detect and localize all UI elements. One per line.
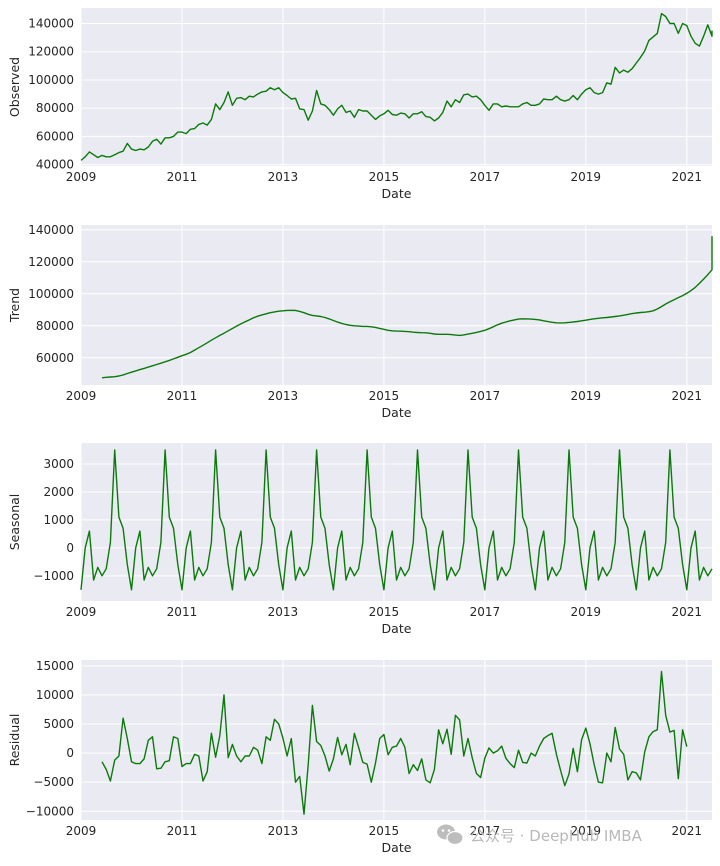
residual-x-tick-label: 2021 xyxy=(671,824,702,838)
seasonal-x-tick-label: 2021 xyxy=(671,605,702,619)
observed-series-line xyxy=(80,12,713,161)
observed-x-axis-label: Date xyxy=(382,186,412,201)
observed-x-tick-label: 2011 xyxy=(167,170,198,184)
observed-x-tick-label: 2019 xyxy=(571,170,602,184)
observed-y-tick-label: 100000 xyxy=(28,73,74,87)
trend-y-tick-label: 60000 xyxy=(36,351,74,365)
residual-panel: −10000 −5000 0 5000 10000 15000 2009 2011 2013 20… xyxy=(7,659,712,855)
residual-y-tick-label: 10000 xyxy=(36,688,74,702)
observed-y-axis-label: Observed xyxy=(7,57,22,117)
trend-y-axis-label: Trend xyxy=(7,288,22,323)
residual-y-tick-label: −5000 xyxy=(33,775,74,789)
seasonal-x-tick-label: 2015 xyxy=(369,605,400,619)
seasonal-x-tick-label: 2019 xyxy=(571,605,602,619)
trend-x-axis-label: Date xyxy=(382,405,412,420)
seasonal-y-tick-label: 2000 xyxy=(43,485,74,499)
observed-x-tick-label: 2015 xyxy=(369,170,400,184)
seasonal-x-tick-label: 2009 xyxy=(66,605,97,619)
trend-y-tick-label: 80000 xyxy=(36,319,74,333)
residual-x-axis-label: Date xyxy=(382,840,412,855)
observed-y-tick-label: 80000 xyxy=(36,101,74,115)
residual-series-line xyxy=(101,670,688,815)
observed-x-tick-label: 2021 xyxy=(671,170,702,184)
trend-x-tick-label: 2011 xyxy=(167,389,198,403)
trend-x-tick-label: 2013 xyxy=(268,389,299,403)
seasonal-y-tick-label: 0 xyxy=(66,541,74,555)
wechat-icon xyxy=(437,824,464,846)
observed-x-tick-label: 2013 xyxy=(268,170,299,184)
seasonal-x-tick-label: 2011 xyxy=(167,605,198,619)
residual-x-tick-label: 2011 xyxy=(167,824,198,838)
trend-x-tick-label: 2019 xyxy=(571,389,602,403)
watermark: 公众号 · DeepHub IMBA xyxy=(437,824,643,846)
seasonal-x-tick-label: 2013 xyxy=(268,605,299,619)
trend-x-tick-label: 2021 xyxy=(671,389,702,403)
seasonal-y-axis-label: Seasonal xyxy=(7,494,22,551)
seasonal-y-tick-label: 1000 xyxy=(43,513,74,527)
seasonal-y-tick-label: −1000 xyxy=(33,569,74,583)
watermark-text: 公众号 · DeepHub IMBA xyxy=(470,827,643,845)
observed-x-tick-label: 2017 xyxy=(470,170,501,184)
observed-y-tick-label: 140000 xyxy=(28,17,74,31)
trend-y-tick-label: 120000 xyxy=(28,255,74,269)
seasonal-y-tick-label: 3000 xyxy=(43,457,74,471)
observed-panel: 40000 60000 80000 100000 120000 140000 2009 201… xyxy=(7,8,713,201)
trend-panel: 60000 80000 100000 120000 140000 2009 2011 2013… xyxy=(7,223,713,420)
trend-x-tick-label: 2017 xyxy=(470,389,501,403)
trend-series-line xyxy=(101,235,713,379)
residual-y-tick-label: −10000 xyxy=(26,804,74,818)
observed-y-tick-label: 60000 xyxy=(36,129,74,143)
seasonal-panel: −1000 0 1000 2000 3000 2009 2011 2013 2015 2017 20… xyxy=(7,443,713,636)
seasonal-series-line xyxy=(80,449,713,591)
residual-y-tick-label: 15000 xyxy=(36,659,74,673)
seasonal-x-tick-label: 2017 xyxy=(470,605,501,619)
trend-x-tick-label: 2009 xyxy=(66,389,97,403)
observed-y-tick-label: 120000 xyxy=(28,45,74,59)
observed-y-tick-label: 40000 xyxy=(36,158,74,172)
residual-x-tick-label: 2009 xyxy=(66,824,97,838)
observed-plot-area xyxy=(81,8,712,166)
residual-x-tick-label: 2015 xyxy=(369,824,400,838)
residual-x-tick-label: 2013 xyxy=(268,824,299,838)
residual-x-tick-label: 2017 xyxy=(470,824,501,838)
residual-x-tick-label: 2019 xyxy=(571,824,602,838)
trend-y-tick-label: 100000 xyxy=(28,287,74,301)
residual-y-tick-label: 5000 xyxy=(43,717,74,731)
seasonal-x-axis-label: Date xyxy=(382,621,412,636)
residual-y-tick-label: 0 xyxy=(66,746,74,760)
trend-plot-area xyxy=(81,225,712,385)
observed-x-tick-label: 2009 xyxy=(66,170,97,184)
residual-y-axis-label: Residual xyxy=(7,714,22,767)
residual-plot-area xyxy=(81,660,712,820)
trend-x-tick-label: 2015 xyxy=(369,389,400,403)
trend-y-tick-label: 140000 xyxy=(28,223,74,237)
